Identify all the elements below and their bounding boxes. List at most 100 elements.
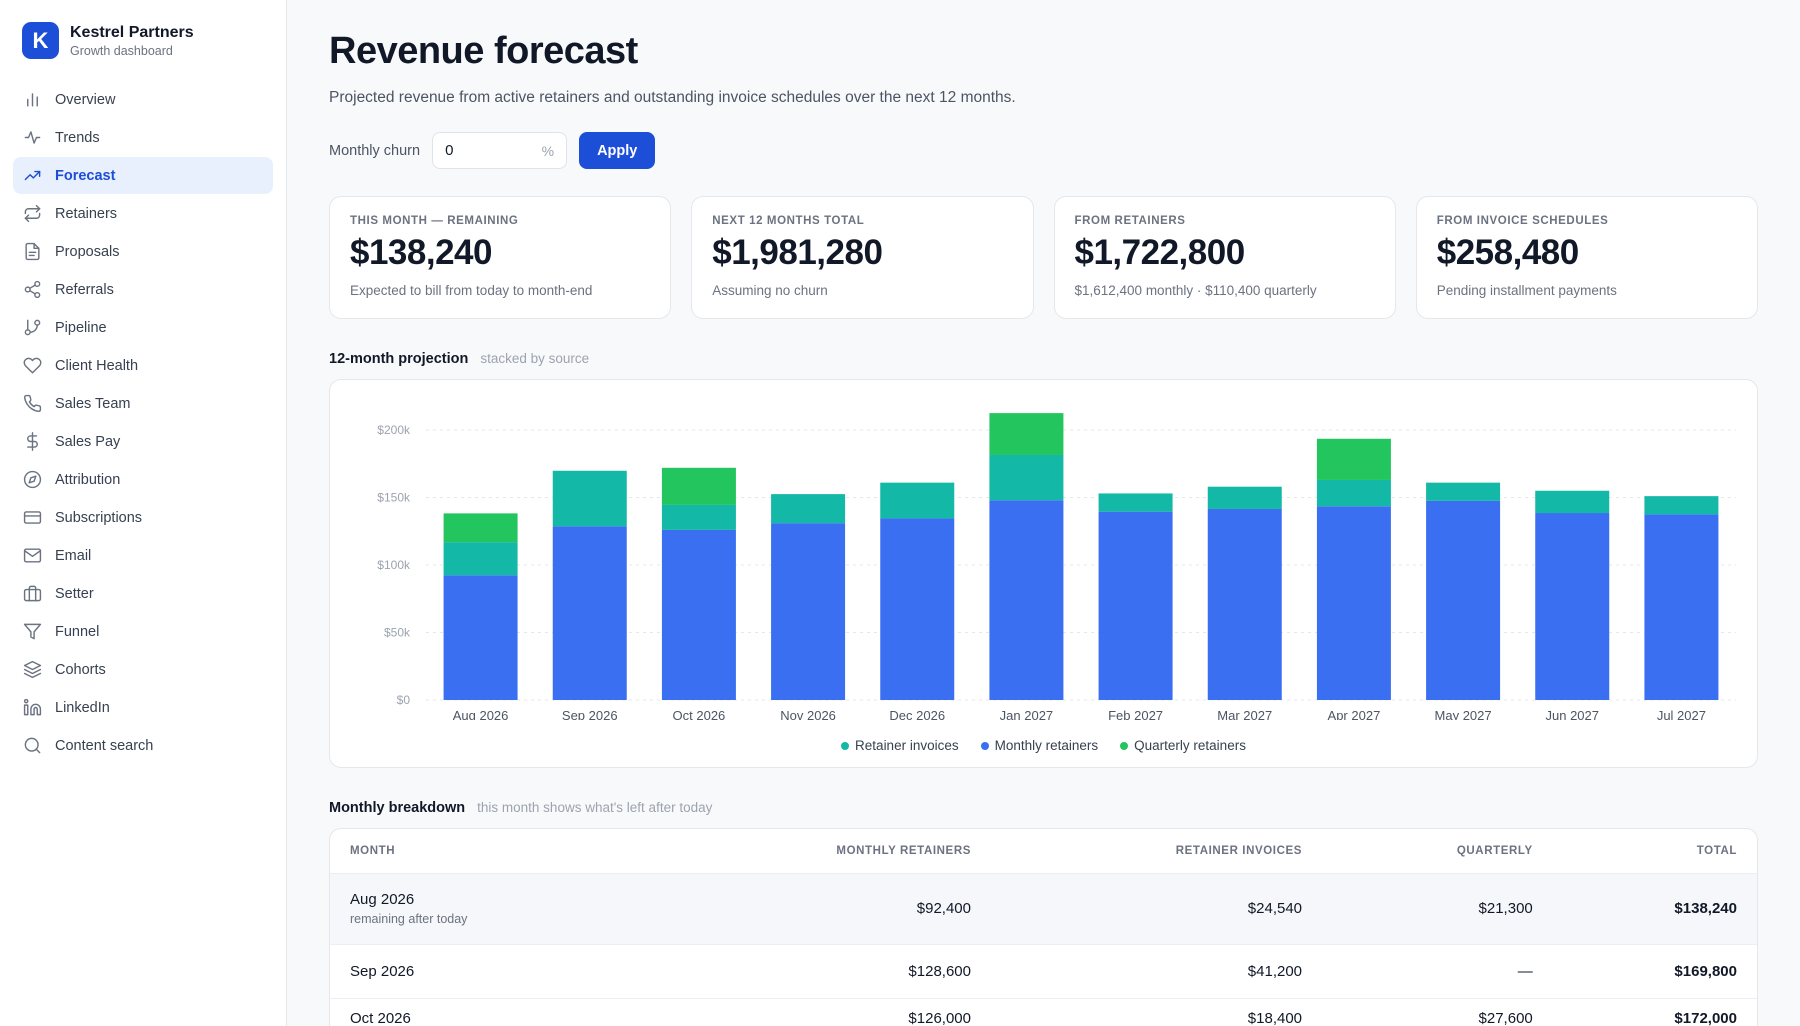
sidebar-item-label: Attribution [55, 471, 121, 488]
sidebar-item-subscriptions[interactable]: Subscriptions [13, 499, 273, 536]
sidebar-item-client-health[interactable]: Client Health [13, 347, 273, 384]
sidebar-item-content-search[interactable]: Content search [13, 727, 273, 764]
sidebar-item-referrals[interactable]: Referrals [13, 271, 273, 308]
bar-segment-monthly-retainers [989, 500, 1064, 700]
sidebar-item-trends[interactable]: Trends [13, 119, 273, 156]
heart-icon [23, 356, 42, 375]
table-section-header: Monthly breakdown this month shows what'… [329, 800, 1758, 816]
x-tick-label: Apr 2027 [1328, 708, 1381, 720]
filter-icon [23, 622, 42, 641]
stat-note: Assuming no churn [712, 283, 828, 298]
sidebar-item-linkedin[interactable]: LinkedIn [13, 689, 273, 726]
x-tick-label: Nov 2026 [780, 708, 836, 720]
stat-value: $258,480 [1436, 233, 1579, 272]
retainer-invoices-cell: $24,540 [991, 872, 1323, 944]
bar-segment-retainer-invoices [989, 454, 1064, 501]
monthly-retainers-cell: $128,600 [643, 943, 991, 998]
x-tick-label: Jan 2027 [1000, 708, 1054, 720]
x-tick-label: Jun 2027 [1546, 708, 1600, 720]
sidebar-item-label: Overview [55, 91, 116, 108]
sidebar-item-label: Trends [55, 129, 100, 146]
sidebar-item-pipeline[interactable]: Pipeline [13, 309, 273, 346]
sidebar-item-forecast[interactable]: Forecast [13, 157, 273, 194]
sidebar-item-proposals[interactable]: Proposals [13, 233, 273, 270]
column-header-quarterly[interactable]: QUARTERLY [1456, 844, 1533, 857]
bar-segment-monthly-retainers [1207, 508, 1282, 700]
stat-label: FROM INVOICE SCHEDULES [1436, 215, 1609, 227]
brand-logo: K [22, 22, 59, 59]
legend-item-quarterly-retainers[interactable]: Quarterly retainers [1120, 738, 1246, 753]
bar-segment-retainer-invoices [1535, 490, 1610, 514]
sidebar-item-sales-pay[interactable]: Sales Pay [13, 423, 273, 460]
column-header-total[interactable]: TOTAL [1696, 844, 1737, 857]
sidebar-nav: Overview Trends Forecast Retainers Proposals… [13, 81, 273, 764]
sidebar-item-email[interactable]: Email [13, 537, 273, 574]
stat-value: $1,981,280 [712, 233, 883, 272]
table-row[interactable]: Oct 2026 $126,000 $18,400 $27,600 $172,0… [330, 997, 1757, 1026]
churn-input[interactable] [445, 142, 536, 159]
sidebar-item-sales-team[interactable]: Sales Team [13, 385, 273, 422]
share-icon [23, 280, 42, 299]
bar-segment-retainer-invoices [1426, 482, 1501, 501]
table-row[interactable]: Aug 2026 remaining after today $92,400 $… [330, 872, 1757, 944]
sidebar-item-label: Retainers [55, 205, 118, 222]
bar-segment-retainer-invoices [771, 494, 846, 524]
column-header-retainer-invoices[interactable]: RETAINER INVOICES [1175, 844, 1303, 857]
bar-segment-monthly-retainers [1426, 500, 1501, 700]
bar-segment-monthly-retainers [1098, 511, 1173, 700]
bar-segment-monthly-retainers [1644, 514, 1719, 700]
sidebar-item-label: Content search [55, 737, 154, 754]
bar-segment-quarterly-retainers [443, 513, 518, 543]
breakdown-table: MONTH MONTHLY RETAINERS RETAINER INVOICE… [330, 829, 1757, 1026]
legend-item-monthly-retainers[interactable]: Monthly retainers [980, 738, 1098, 753]
month-note: remaining after today [350, 912, 468, 926]
monthly-retainers-cell: $92,400 [643, 872, 991, 944]
bar-segment-monthly-retainers [552, 526, 627, 700]
x-tick-label: Feb 2027 [1108, 708, 1163, 720]
sidebar-item-setter[interactable]: Setter [13, 575, 273, 612]
git-branch-icon [23, 318, 42, 337]
layers-icon [23, 660, 42, 679]
bar-segment-monthly-retainers [443, 575, 518, 700]
sidebar-item-attribution[interactable]: Attribution [13, 461, 273, 498]
search-icon [23, 736, 42, 755]
apply-button[interactable]: Apply [579, 132, 656, 169]
page-subtitle: Projected revenue from active retainers … [329, 89, 1016, 106]
bar-segment-retainer-invoices [880, 482, 955, 519]
phone-icon [23, 394, 42, 413]
y-tick-label: $200k [377, 423, 411, 437]
sidebar-item-label: Proposals [55, 243, 120, 260]
table-row[interactable]: Sep 2026 $128,600 $41,200 — $169,800 [330, 943, 1757, 998]
stat-note: Expected to bill from today to month-end [350, 283, 593, 298]
x-tick-label: Jul 2027 [1657, 708, 1706, 720]
column-header-month[interactable]: MONTH [350, 844, 396, 857]
x-tick-label: Sep 2026 [562, 708, 618, 720]
legend-item-retainer-invoices[interactable]: Retainer invoices [841, 738, 959, 753]
monthly-retainers-cell: $126,000 [643, 997, 991, 1026]
total-cell: $169,800 [1552, 943, 1757, 998]
sidebar-item-label: Forecast [55, 167, 116, 184]
sidebar-item-label: Subscriptions [55, 509, 143, 526]
bar-segment-retainer-invoices [1316, 479, 1391, 507]
sidebar-item-overview[interactable]: Overview [13, 81, 273, 118]
legend-swatch [1120, 741, 1129, 750]
sidebar-item-cohorts[interactable]: Cohorts [13, 651, 273, 688]
month-cell: Aug 2026 remaining after today [330, 872, 644, 944]
brand[interactable]: K Kestrel Partners Growth dashboard [13, 22, 273, 59]
bar-chart-icon [23, 90, 42, 109]
chart-subtitle: stacked by source [480, 351, 590, 366]
table-subtitle: this month shows what's left after today [477, 800, 713, 815]
churn-controls: Monthly churn % Apply [329, 132, 1758, 169]
sidebar-item-label: Pipeline [55, 319, 107, 336]
page-title: Revenue forecast [329, 30, 638, 72]
legend-label: Quarterly retainers [1134, 738, 1246, 753]
dollar-icon [23, 432, 42, 451]
bar-segment-quarterly-retainers [989, 413, 1064, 455]
sidebar-item-retainers[interactable]: Retainers [13, 195, 273, 232]
sidebar-item-label: Sales Pay [55, 433, 121, 450]
trending-up-icon [23, 166, 42, 185]
projection-chart-card: $0 $50k $100k $150k $200k Aug 2026 Sep 2026 Oct… [329, 379, 1758, 768]
sidebar-item-funnel[interactable]: Funnel [13, 613, 273, 650]
bar-segment-retainer-invoices [443, 542, 518, 576]
column-header-monthly-retainers[interactable]: MONTHLY RETAINERS [836, 844, 971, 857]
